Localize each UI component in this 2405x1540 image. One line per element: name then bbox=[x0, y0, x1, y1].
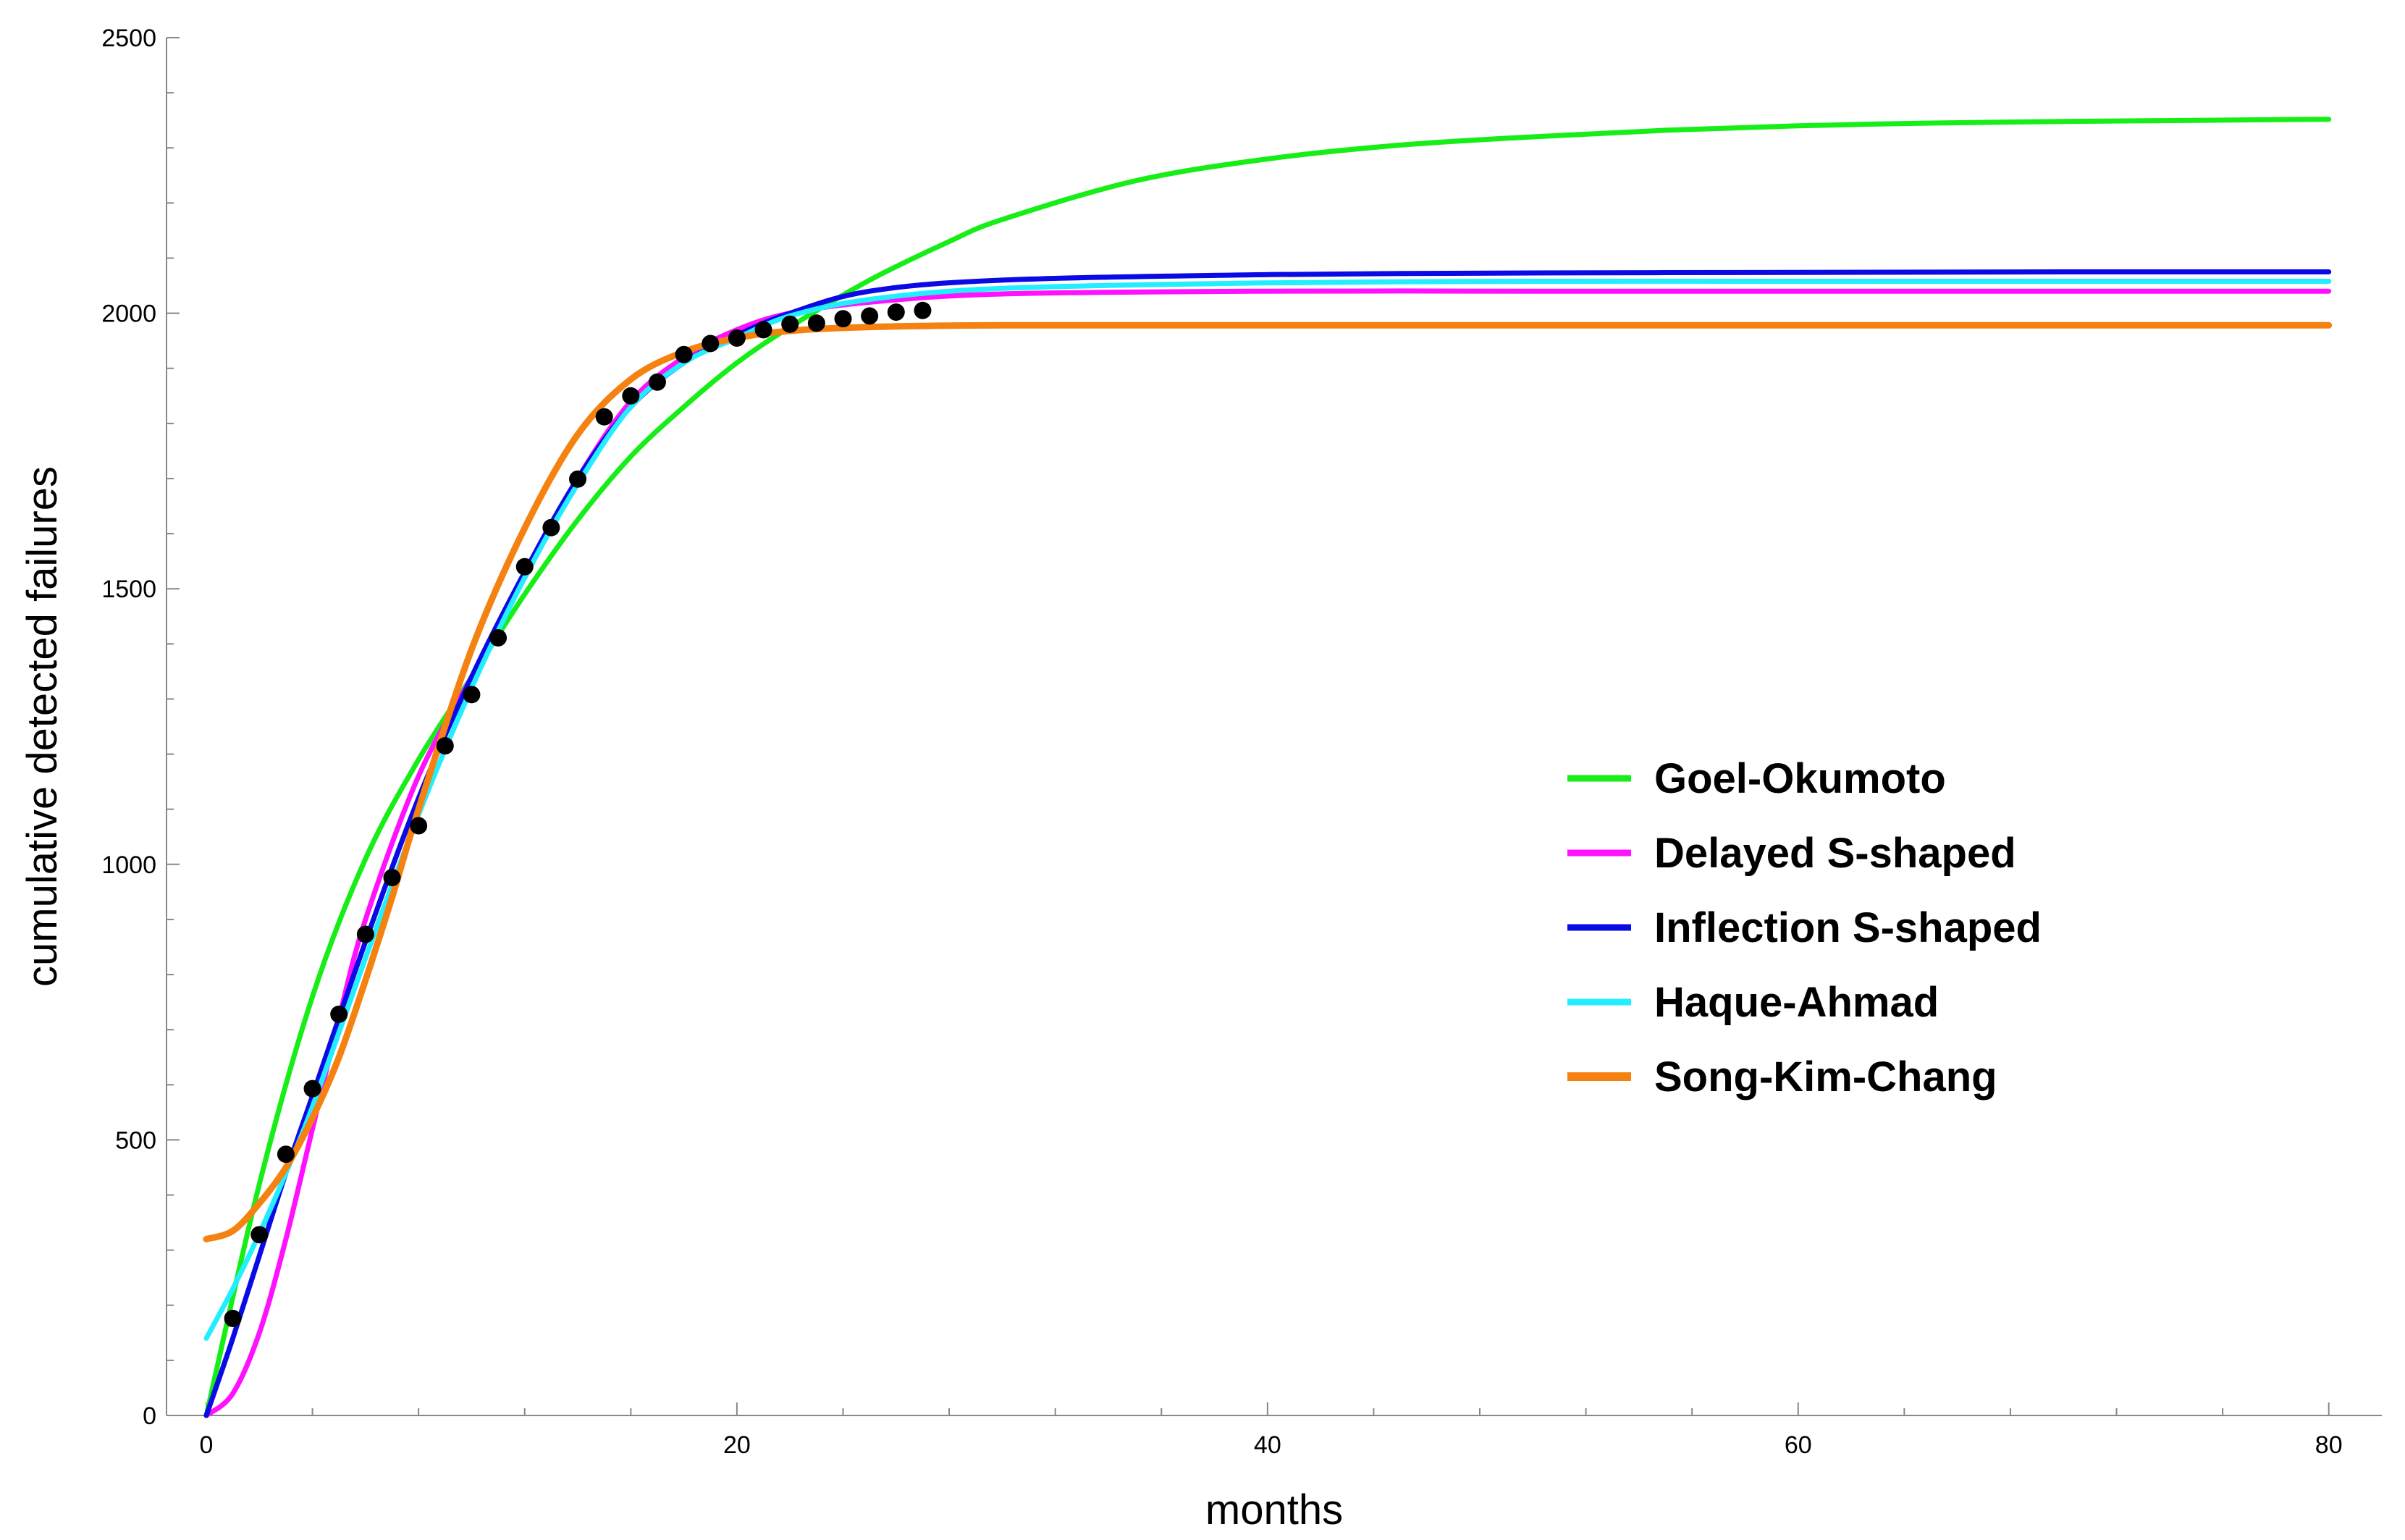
axis-tick-labels: 0 20 40 60 80 0 500 1000 1500 2000 2500 bbox=[101, 25, 2342, 1459]
x-tick-label: 60 bbox=[1785, 1431, 1812, 1459]
observed-point bbox=[675, 345, 693, 363]
observed-point bbox=[250, 1226, 269, 1244]
observed-point bbox=[807, 314, 825, 332]
legend-label-song-kim-chang: Song-Kim-Chang bbox=[1654, 1053, 1997, 1101]
observed-point bbox=[303, 1080, 321, 1098]
observed-point bbox=[622, 387, 640, 405]
observed-point bbox=[515, 557, 534, 576]
observed-point bbox=[542, 518, 560, 537]
axis-ticks bbox=[167, 37, 2330, 1416]
observed-point bbox=[887, 303, 905, 321]
observed-point bbox=[728, 329, 746, 347]
y-tick-label: 2000 bbox=[101, 300, 156, 328]
y-axis-title: cumulative detected failures bbox=[19, 466, 66, 987]
x-tick-label: 40 bbox=[1254, 1431, 1281, 1459]
observed-point bbox=[224, 1310, 242, 1328]
observed-point bbox=[383, 869, 401, 887]
observed-point bbox=[489, 628, 507, 647]
series-lines bbox=[203, 117, 2333, 1418]
axes bbox=[166, 38, 2382, 1416]
x-tick-label: 0 bbox=[200, 1431, 214, 1459]
legend-label-haque-ahmad: Haque-Ahmad bbox=[1654, 979, 1939, 1026]
observed-point bbox=[569, 470, 587, 488]
legend-label-inflection-s-shaped: Inflection S-shaped bbox=[1654, 904, 2042, 951]
legend-label-delayed-s-shaped: Delayed S-shaped bbox=[1654, 830, 2016, 877]
legend: Goel-Okumoto Delayed S-shaped Inflection S… bbox=[1567, 755, 2042, 1101]
x-tick-label: 20 bbox=[723, 1431, 751, 1459]
observed-point bbox=[463, 686, 481, 704]
x-axis-title: months bbox=[1205, 1486, 1343, 1533]
series-line-haque-ahmad bbox=[203, 278, 2332, 1341]
observed-point bbox=[356, 925, 374, 943]
series-line-song-kim-chang bbox=[203, 321, 2333, 1242]
observed-point bbox=[914, 301, 932, 319]
observed-points bbox=[224, 301, 932, 1328]
y-tick-label: 500 bbox=[115, 1127, 156, 1154]
y-tick-label: 2500 bbox=[101, 25, 156, 52]
observed-point bbox=[861, 307, 879, 325]
observed-point bbox=[277, 1145, 295, 1164]
observed-point bbox=[436, 737, 454, 755]
observed-point bbox=[648, 373, 666, 391]
y-tick-label: 1500 bbox=[101, 576, 156, 603]
observed-point bbox=[781, 315, 799, 333]
observed-point bbox=[754, 321, 772, 339]
observed-point bbox=[834, 310, 852, 328]
observed-point bbox=[702, 334, 720, 353]
series-line-goel-okumoto bbox=[203, 117, 2332, 1418]
observed-point bbox=[595, 408, 613, 426]
observed-point bbox=[410, 817, 428, 835]
x-tick-label: 80 bbox=[2315, 1431, 2343, 1459]
y-tick-label: 1000 bbox=[101, 851, 156, 879]
legend-label-goel-okumoto: Goel-Okumoto bbox=[1654, 755, 1946, 802]
observed-point bbox=[330, 1005, 348, 1023]
y-tick-label: 0 bbox=[143, 1402, 156, 1430]
